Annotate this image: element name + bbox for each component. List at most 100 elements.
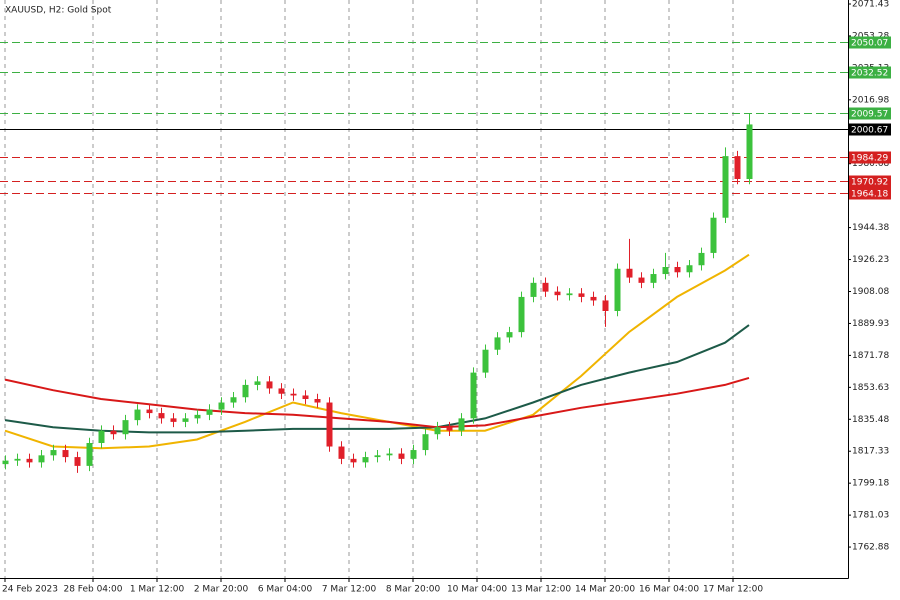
x-tick-label: 1 Mar 12:00 [130, 585, 185, 595]
moving-averages [4, 253, 750, 450]
candle-body [170, 418, 177, 422]
x-tick-label: 6 Mar 04:00 [258, 585, 313, 595]
level-label-box [849, 175, 891, 188]
candle-body [746, 124, 753, 179]
x-tick-label: 13 Mar 12:00 [511, 585, 571, 595]
candle-body [398, 453, 405, 459]
candle-body [242, 384, 249, 398]
candle-body [374, 455, 381, 458]
y-tick-label: 1908.08 [852, 287, 889, 297]
candle-body [122, 420, 129, 435]
candle-body [686, 265, 693, 273]
candle-body [350, 458, 357, 463]
candle-body [566, 293, 573, 296]
candle-body [494, 337, 501, 350]
candle-body [578, 293, 585, 297]
candle-body [326, 402, 333, 447]
level-label: 2032.52 [851, 69, 888, 79]
candle-body [74, 457, 81, 466]
candle-body [266, 381, 273, 389]
y-tick-label: 2071.43 [852, 0, 889, 9]
grid [4, 0, 734, 578]
chart-title: XAUUSD, H2: Gold Spot [5, 6, 112, 16]
candle-body [710, 217, 717, 253]
level-label-box [849, 187, 891, 200]
candle-body [422, 434, 429, 451]
x-tick-label: 8 Mar 20:00 [386, 585, 441, 595]
candle-body [86, 443, 93, 466]
level-label: 2000.67 [851, 126, 888, 136]
candle-body [110, 430, 117, 435]
level-label: 1984.29 [851, 154, 888, 164]
level-label: 1970.92 [851, 178, 888, 188]
candle-body [626, 268, 633, 278]
candle-body [2, 460, 9, 465]
y-tick-label: 1871.78 [852, 351, 889, 361]
candle-body [158, 413, 165, 419]
candle-body [530, 282, 537, 297]
candle-body [674, 266, 681, 273]
candle-body [542, 282, 549, 292]
candle-body [554, 291, 561, 296]
levels [0, 42, 848, 194]
level-label-box [849, 66, 891, 79]
candle-body [650, 274, 657, 283]
candle-body [98, 430, 105, 444]
candle-body [638, 277, 645, 283]
x-tick-label: 17 Mar 12:00 [703, 585, 763, 595]
candle-body [38, 455, 45, 463]
candle-body [614, 268, 621, 312]
candle-body [134, 409, 141, 421]
moving-average [4, 376, 750, 429]
candle-body [206, 409, 213, 415]
candle-body [194, 414, 201, 419]
candle-body [506, 332, 513, 338]
level-label-box [849, 151, 891, 164]
candle-body [50, 450, 57, 456]
candle-body [470, 372, 477, 419]
candle-body [302, 395, 309, 400]
candle-body [386, 453, 393, 456]
candle-body [338, 446, 345, 459]
y-tick-label: 1835.48 [852, 415, 889, 425]
candle-body [602, 300, 609, 312]
level-label: 2050.07 [851, 39, 888, 49]
level-label: 2009.57 [851, 110, 888, 120]
candle-body [458, 418, 465, 431]
candle-body [734, 156, 741, 179]
y-tick-label: 1781.03 [852, 511, 889, 521]
level-label-box [849, 107, 891, 120]
candle-body [230, 397, 237, 403]
candle-body [590, 296, 597, 301]
y-tick-label: 1799.18 [852, 479, 889, 489]
y-tick-label: 1889.93 [852, 319, 889, 329]
candle-body [446, 427, 453, 431]
y-tick-label: 2053.28 [852, 31, 889, 41]
x-tick-label: 28 Feb 04:00 [63, 585, 122, 595]
candle-body [410, 450, 417, 459]
y-tick-label: 1853.63 [852, 383, 889, 393]
candle-body [314, 399, 321, 403]
candle-body [518, 296, 525, 333]
candle-body [182, 418, 189, 422]
x-tick-label: 2 Mar 20:00 [194, 585, 249, 595]
candle-body [662, 266, 669, 275]
candle-body [362, 457, 369, 463]
level-label-box [849, 123, 891, 136]
candle-body [218, 402, 225, 410]
x-tick-label: 16 Mar 04:00 [639, 585, 699, 595]
candle-body [290, 393, 297, 396]
x-tick-label: 24 Feb 2023 [2, 585, 58, 595]
candle-body [14, 458, 21, 461]
level-label: 1964.18 [851, 190, 888, 200]
candle-body [698, 252, 705, 266]
candle-body [26, 458, 33, 463]
x-tick-label: 10 Mar 04:00 [447, 585, 507, 595]
level-labels: 2050.07 2032.52 2009.57 2000.67 1984.29 1970.… [849, 36, 891, 200]
moving-average [4, 324, 750, 434]
y-tick-label: 1944.38 [852, 223, 889, 233]
candle-body [482, 349, 489, 373]
